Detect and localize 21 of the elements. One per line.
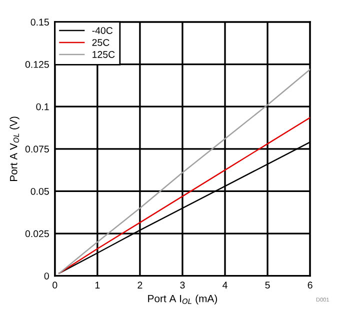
- legend-label: -40C: [92, 27, 113, 34]
- y-tick-label: 0.15: [30, 18, 49, 26]
- x-axis-title: Port A I$_{OL}$ (mA): [148, 294, 217, 304]
- x-tick-label: 4: [222, 282, 228, 288]
- y-tick-label: 0.1: [36, 103, 49, 110]
- line-series: [58, 116, 310, 274]
- y-tick-label: 0.075: [25, 146, 49, 153]
- x-tick-label: 2: [138, 282, 142, 288]
- y-axis-title: Port A V$_{OL}$ (V): [10, 116, 20, 181]
- x-tick-label: 0: [52, 282, 58, 289]
- y-tick-label: 0.025: [25, 230, 49, 238]
- line-series: [58, 68, 310, 274]
- legend-label: 125C: [92, 51, 115, 58]
- y-tick-label: 0: [44, 272, 49, 280]
- x-tick-label: 5: [265, 282, 270, 289]
- y-tick-label: 0.05: [30, 188, 49, 195]
- x-tick-label: 1: [95, 282, 100, 288]
- x-tick-label: 3: [180, 282, 185, 289]
- legend-label: 25C: [92, 39, 110, 46]
- y-tick-label: 0.125: [25, 61, 49, 68]
- x-tick-label: 6: [308, 282, 312, 289]
